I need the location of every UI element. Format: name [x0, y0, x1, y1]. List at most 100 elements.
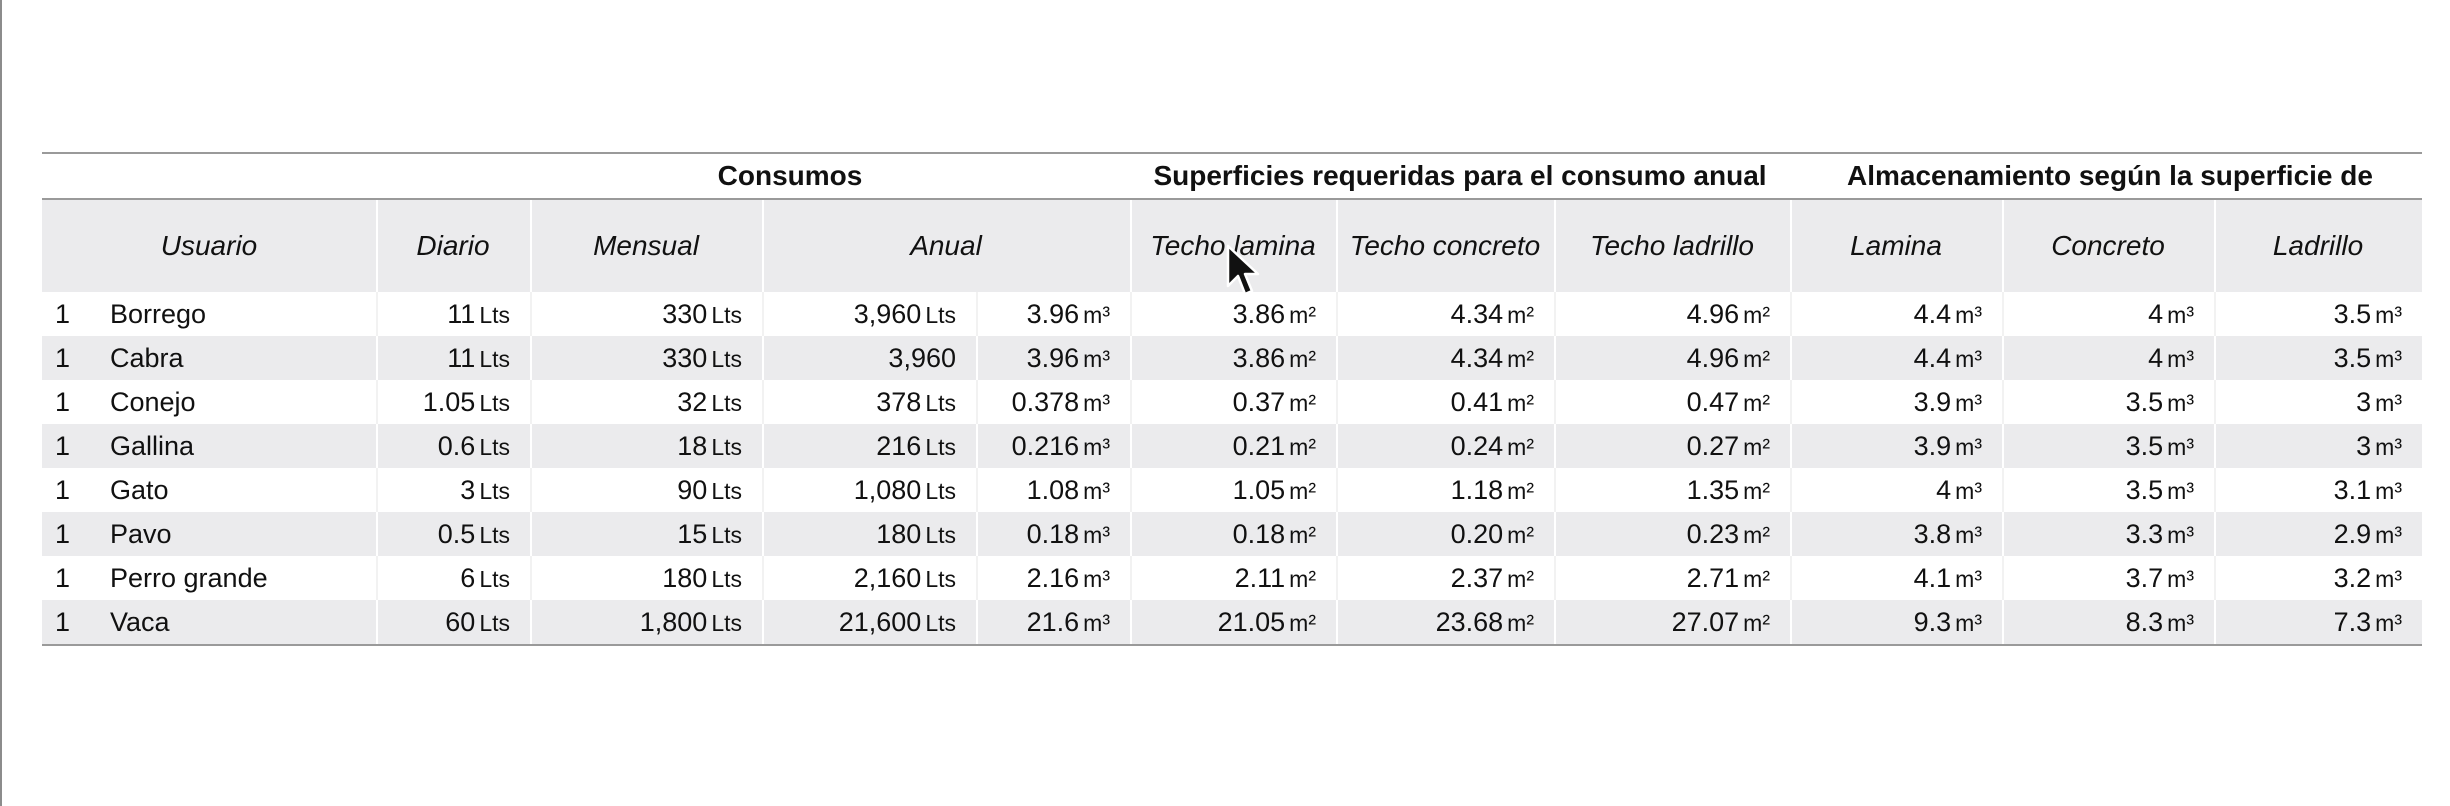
cell-ladrillo-value: 3: [2356, 431, 2372, 461]
cell-mensual: 180 Lts: [530, 556, 742, 600]
header-ladrillo: Ladrillo: [2272, 230, 2364, 261]
cell-concreto: 3.7 m³: [2002, 556, 2194, 600]
cell-mensual-unit: Lts: [711, 302, 742, 328]
table-row: 1 Borrego 11 Lts 330 Lts 3,960 Lts 3.96 m³ 3.86 m² 4…: [42, 292, 2422, 336]
cell-usuario-value: Gallina: [110, 431, 195, 461]
cell-techo-lamina-unit: m²: [1289, 302, 1316, 328]
cell-techo-concreto: 0.41 m²: [1336, 380, 1534, 424]
cell-anual-lts-unit: Lts: [925, 610, 956, 636]
cell-usuario: Gato: [110, 468, 370, 512]
cell-techo-concreto: 4.34 m²: [1336, 336, 1534, 380]
cell-qty: 1: [42, 512, 70, 556]
cell-anual-lts-value: 180: [876, 519, 922, 549]
group-header-row: Consumos Superficies requeridas para el …: [42, 154, 2422, 235]
cell-anual-m3: 2.16 m³: [976, 556, 1110, 600]
cell-anual-m3: 0.378 m³: [976, 380, 1110, 424]
cell-techo-lamina-value: 0.21: [1232, 431, 1286, 461]
cell-anual-m3-value: 21.6: [1026, 607, 1080, 637]
cell-qty-value: 1: [54, 475, 70, 505]
cell-qty-value: 1: [54, 387, 70, 417]
cell-techo-concreto: 2.37 m²: [1336, 556, 1534, 600]
cell-anual-lts-unit: Lts: [925, 478, 956, 504]
cell-concreto-unit: m³: [2167, 434, 2194, 460]
cell-concreto: 3.5 m³: [2002, 380, 2194, 424]
cell-qty-value: 1: [54, 563, 70, 593]
cell-ladrillo-value: 7.3: [2333, 607, 2372, 637]
cell-ladrillo-unit: m³: [2375, 610, 2402, 636]
cell-techo-ladrillo: 1.35 m²: [1554, 468, 1770, 512]
cell-anual-lts: 21,600 Lts: [762, 600, 956, 644]
cell-techo-concreto-value: 2.37: [1450, 563, 1504, 593]
cell-ladrillo: 3.5 m³: [2214, 336, 2402, 380]
cell-usuario-value: Vaca: [110, 607, 170, 637]
cell-anual-m3: 0.18 m³: [976, 512, 1110, 556]
cell-anual-lts-value: 378: [876, 387, 922, 417]
cell-ladrillo-unit: m³: [2375, 390, 2402, 416]
cell-ladrillo: 3.5 m³: [2214, 292, 2402, 336]
cell-techo-ladrillo-value: 0.47: [1686, 387, 1740, 417]
cell-techo-lamina-unit: m²: [1289, 522, 1316, 548]
cell-techo-lamina: 2.11 m²: [1130, 556, 1316, 600]
cell-techo-ladrillo: 2.71 m²: [1554, 556, 1770, 600]
cell-anual-lts: 2,160 Lts: [762, 556, 956, 600]
cell-diario: 3 Lts: [376, 468, 510, 512]
cell-techo-ladrillo-unit: m²: [1743, 478, 1770, 504]
cell-lamina: 3.9 m³: [1790, 380, 1982, 424]
cell-mensual-unit: Lts: [711, 478, 742, 504]
cell-qty-value: 1: [54, 299, 70, 329]
cell-lamina: 3.9 m³: [1790, 424, 1982, 468]
cell-techo-concreto-value: 1.18: [1450, 475, 1504, 505]
cell-techo-concreto-value: 4.34: [1450, 299, 1504, 329]
cell-usuario-value: Cabra: [110, 343, 184, 373]
cell-techo-ladrillo-value: 4.96: [1686, 299, 1740, 329]
cell-lamina-unit: m³: [1955, 566, 1982, 592]
cell-techo-lamina-unit: m²: [1289, 346, 1316, 372]
cell-concreto-unit: m³: [2167, 346, 2194, 372]
cell-ladrillo-value: 3.2: [2333, 563, 2372, 593]
table-row: 1 Pavo 0.5 Lts 15 Lts 180 Lts 0.18 m³ 0.18 m² 0.20 m²…: [42, 512, 2422, 556]
cell-techo-lamina-value: 3.86: [1232, 343, 1286, 373]
table-row: 1 Perro grande 6 Lts 180 Lts 2,160 Lts 2.16 m³ 2.1…: [42, 556, 2422, 600]
cell-lamina: 9.3 m³: [1790, 600, 1982, 644]
cell-anual-m3-unit: m³: [1083, 302, 1110, 328]
cell-mensual-value: 90: [677, 475, 708, 505]
cell-qty: 1: [42, 380, 70, 424]
cell-anual-m3-value: 2.16: [1026, 563, 1080, 593]
cell-ladrillo: 7.3 m³: [2214, 600, 2402, 644]
cell-techo-ladrillo-value: 27.07: [1671, 607, 1740, 637]
cell-concreto-unit: m³: [2167, 478, 2194, 504]
cell-usuario: Conejo: [110, 380, 370, 424]
cell-ladrillo-value: 3.1: [2333, 475, 2372, 505]
header-concreto: Concreto: [2051, 230, 2165, 261]
cell-ladrillo-unit: m³: [2375, 434, 2402, 460]
cell-techo-lamina-unit: m²: [1289, 478, 1316, 504]
cell-techo-ladrillo-value: 4.96: [1686, 343, 1740, 373]
cell-diario-unit: Lts: [479, 522, 510, 548]
cell-ladrillo-value: 3.5: [2333, 343, 2372, 373]
cell-anual-m3-unit: m³: [1083, 478, 1110, 504]
cell-techo-lamina: 0.37 m²: [1130, 380, 1316, 424]
cell-qty-value: 1: [54, 607, 70, 637]
cell-mensual: 18 Lts: [530, 424, 742, 468]
cell-ladrillo-unit: m³: [2375, 346, 2402, 372]
cell-concreto-value: 3.7: [2125, 563, 2164, 593]
cell-anual-m3: 21.6 m³: [976, 600, 1110, 644]
table-bottom-rule: [42, 644, 2422, 646]
cell-mensual-unit: Lts: [711, 566, 742, 592]
cell-techo-lamina-unit: m²: [1289, 390, 1316, 416]
cell-anual-lts: 3,960: [762, 336, 956, 380]
cell-ladrillo-value: 3.5: [2333, 299, 2372, 329]
cell-techo-lamina: 0.21 m²: [1130, 424, 1316, 468]
cell-concreto-unit: m³: [2167, 302, 2194, 328]
cell-techo-concreto: 0.24 m²: [1336, 424, 1534, 468]
cell-lamina-unit: m³: [1955, 478, 1982, 504]
cell-ladrillo: 3 m³: [2214, 424, 2402, 468]
cell-lamina: 4.4 m³: [1790, 292, 1982, 336]
cell-anual-lts-unit: Lts: [925, 522, 956, 548]
cell-usuario-value: Borrego: [110, 299, 207, 329]
cell-anual-m3-unit: m³: [1083, 346, 1110, 372]
cell-techo-concreto: 4.34 m²: [1336, 292, 1534, 336]
cell-ladrillo-unit: m³: [2375, 566, 2402, 592]
cell-diario-value: 60: [445, 607, 476, 637]
cell-techo-lamina-value: 2.11: [1234, 563, 1286, 593]
